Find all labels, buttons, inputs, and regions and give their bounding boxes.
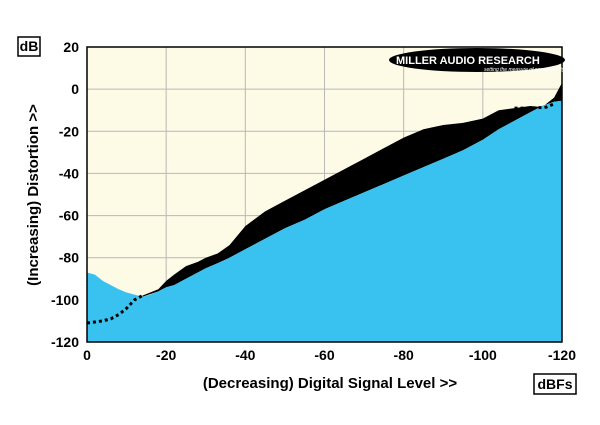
x-tick-label: -80 — [394, 347, 414, 363]
y-tick-label: -20 — [59, 123, 79, 139]
x-unit-label: dBFs — [538, 376, 573, 392]
y-unit-box: dB — [17, 36, 41, 57]
x-unit-box: dBFs — [533, 373, 577, 395]
y-tick-label: 20 — [63, 39, 79, 55]
brand-logo: MILLER AUDIO RESEARCH setting the measur… — [389, 48, 565, 73]
y-axis-title: (Increasing) Distortion >> — [25, 104, 42, 286]
x-unit-box-frame — [533, 373, 577, 395]
y-tick-label: -100 — [51, 292, 79, 308]
brand-logo-badge — [389, 48, 565, 72]
measurement-dashed-line — [86, 102, 555, 325]
noise-floor-area — [87, 100, 562, 342]
x-axis-title: (Decreasing) Digital Signal Level >> — [203, 375, 457, 392]
y-tick-label: 0 — [71, 81, 79, 97]
x-tick-label: 0 — [83, 347, 91, 363]
y-unit-label: dB — [20, 38, 39, 54]
x-tick-label: -60 — [314, 347, 334, 363]
x-tick-label: -20 — [156, 347, 176, 363]
distortion-band-area — [142, 82, 562, 297]
x-tick-label: -120 — [548, 347, 576, 363]
x-tick-label: -100 — [469, 347, 497, 363]
y-tick-label: -80 — [59, 250, 79, 266]
y-tick-label: -40 — [59, 165, 79, 181]
y-unit-box-frame — [17, 36, 41, 57]
plot-frame — [86, 46, 563, 343]
y-tick-labels: 20 0 -20 -40 -60 -80 -100 -120 — [51, 39, 79, 350]
x-tick-labels: 0 -20 -40 -60 -80 -100 -120 — [83, 347, 576, 363]
y-tick-label: -120 — [51, 334, 79, 350]
x-tick-label: -40 — [235, 347, 255, 363]
y-tick-label: -60 — [59, 208, 79, 224]
brand-tagline: setting the measure of sound quality — [484, 67, 565, 73]
brand-logo-text: MILLER AUDIO RESEARCH — [396, 55, 540, 67]
